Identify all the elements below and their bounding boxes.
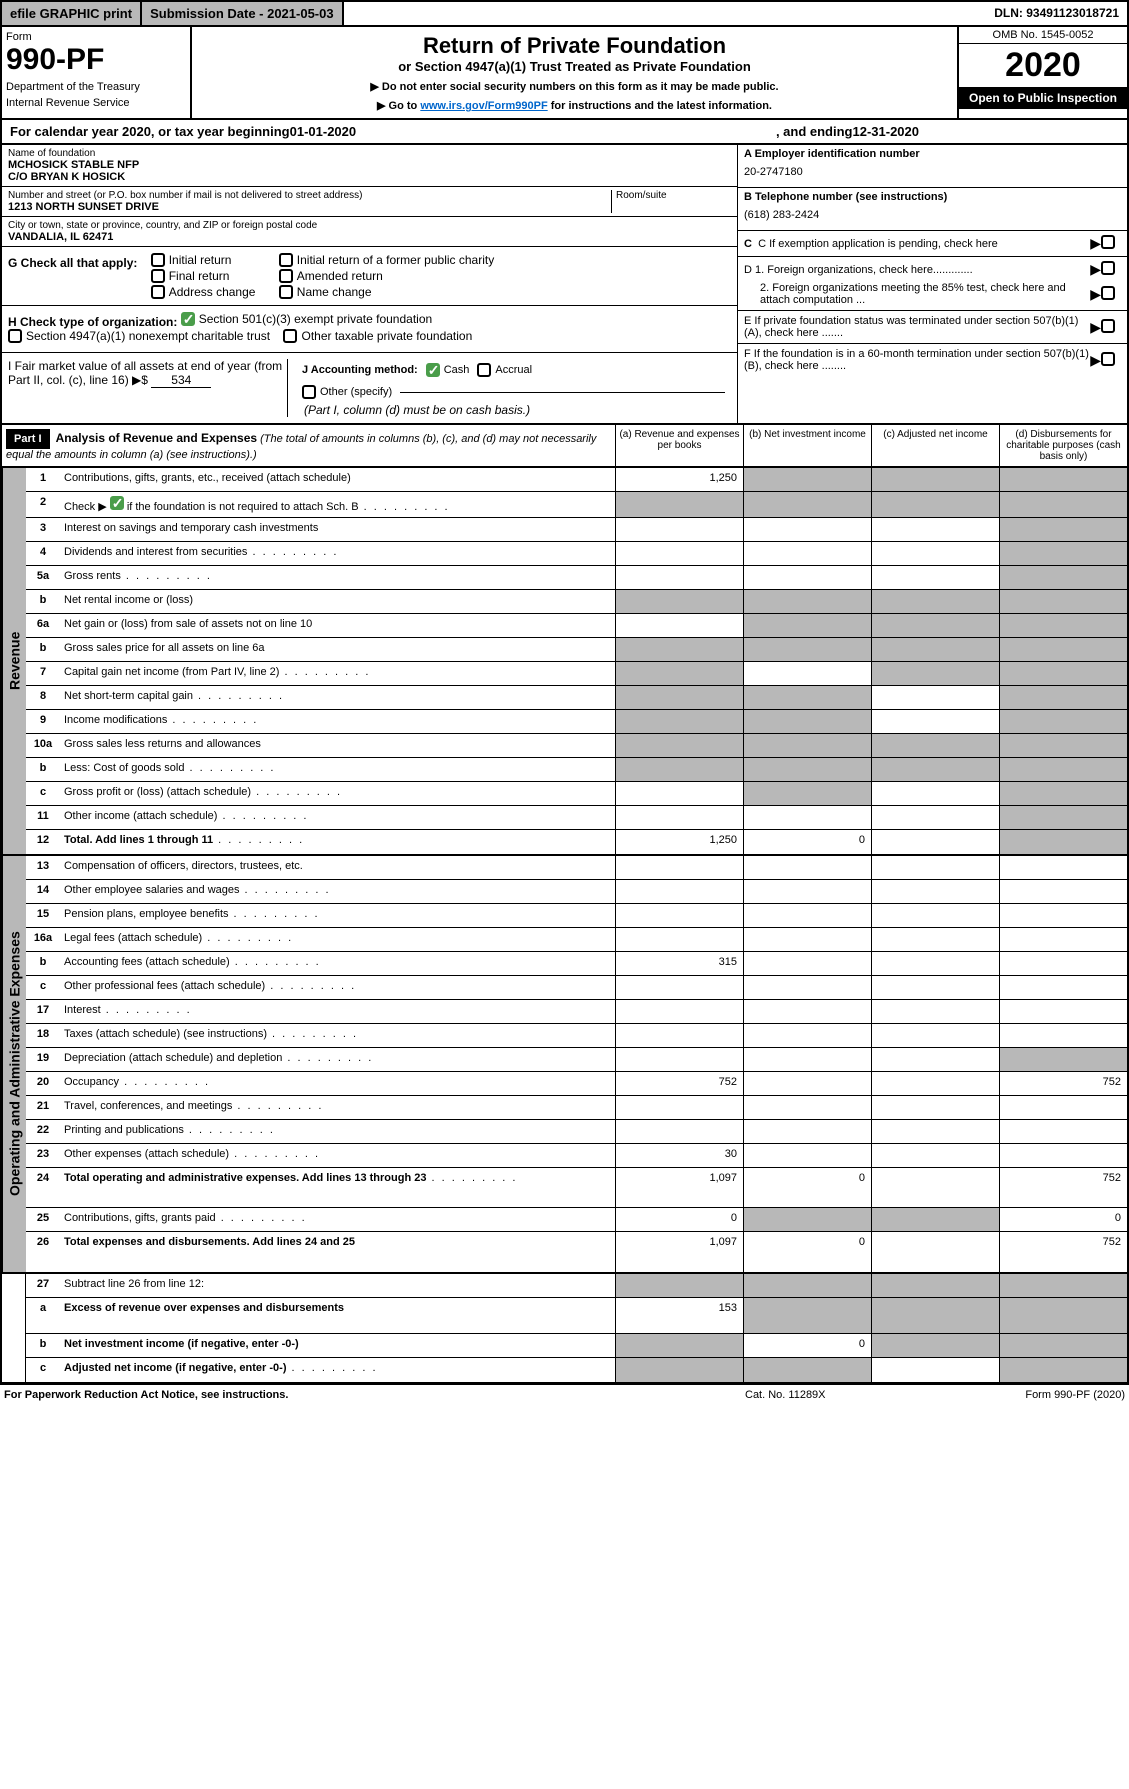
other-taxable-checkbox[interactable] xyxy=(283,329,297,343)
col-c-header: (c) Adjusted net income xyxy=(871,425,999,466)
cat-no: Cat. No. 11289X xyxy=(745,1389,945,1401)
j-note: (Part I, column (d) must be on cash basi… xyxy=(296,403,731,417)
part1-header-row: Part I Analysis of Revenue and Expenses … xyxy=(0,425,1129,468)
revenue-side-label: Revenue xyxy=(2,468,26,854)
footer: For Paperwork Reduction Act Notice, see … xyxy=(0,1384,1129,1405)
paperwork-notice: For Paperwork Reduction Act Notice, see … xyxy=(4,1389,745,1401)
foundation-co: C/O BRYAN K HOSICK xyxy=(8,171,731,183)
other-method-checkbox[interactable] xyxy=(302,385,316,399)
sch-b-checkbox[interactable] xyxy=(110,496,124,510)
fmv-box: I Fair market value of all assets at end… xyxy=(8,359,288,417)
accrual-checkbox[interactable] xyxy=(477,363,491,377)
terminated-checkbox[interactable] xyxy=(1101,319,1115,333)
ein-value: 20-2747180 xyxy=(744,160,1121,184)
exemption-checkbox[interactable] xyxy=(1101,235,1115,249)
form-header: Form 990-PF Department of the Treasury I… xyxy=(0,27,1129,120)
tax-year: 2020 xyxy=(959,44,1127,87)
info-section: Name of foundation MCHOSICK STABLE NFP C… xyxy=(0,145,1129,425)
dln-number: DLN: 93491123018721 xyxy=(986,2,1127,25)
submission-date: Submission Date - 2021-05-03 xyxy=(142,2,344,25)
col-b-header: (b) Net investment income xyxy=(743,425,871,466)
goto-note: ▶ Go to www.irs.gov/Form990PF for instru… xyxy=(198,99,951,112)
phone-box: B Telephone number (see instructions) (6… xyxy=(738,188,1127,231)
d-foreign-box: D 1. Foreign organizations, check here..… xyxy=(738,257,1127,311)
begin-date: 01-01-2020 xyxy=(290,124,357,139)
initial-former-checkbox[interactable] xyxy=(279,253,293,267)
4947-checkbox[interactable] xyxy=(8,329,22,343)
form-subtitle: or Section 4947(a)(1) Trust Treated as P… xyxy=(198,59,951,74)
address-change-checkbox[interactable] xyxy=(151,285,165,299)
amended-return-checkbox[interactable] xyxy=(279,269,293,283)
foreign-org-checkbox[interactable] xyxy=(1101,261,1115,275)
c-exemption-box: C C If exemption application is pending,… xyxy=(738,231,1127,257)
check-g-row: G Check all that apply: Initial return F… xyxy=(2,247,737,306)
name-change-checkbox[interactable] xyxy=(279,285,293,299)
initial-return-checkbox[interactable] xyxy=(151,253,165,267)
city-box: City or town, state or province, country… xyxy=(2,217,737,247)
city-state-zip: VANDALIA, IL 62471 xyxy=(8,231,731,243)
end-date: 12-31-2020 xyxy=(853,124,920,139)
col-d-header: (d) Disbursements for charitable purpose… xyxy=(999,425,1127,466)
calendar-year-row: For calendar year 2020, or tax year begi… xyxy=(0,120,1129,145)
room-label: Room/suite xyxy=(616,190,731,201)
form-ref: Form 990-PF (2020) xyxy=(945,1389,1125,1401)
part1-label: Part I xyxy=(6,429,50,449)
omb-number: OMB No. 1545-0052 xyxy=(959,27,1127,44)
ssn-note: ▶ Do not enter social security numbers o… xyxy=(198,80,951,93)
row-i-j: I Fair market value of all assets at end… xyxy=(2,353,737,423)
ein-box: A Employer identification number 20-2747… xyxy=(738,145,1127,188)
col-a-header: (a) Revenue and expenses per books xyxy=(615,425,743,466)
header-right: OMB No. 1545-0052 2020 Open to Public In… xyxy=(957,27,1127,118)
f-60month-box: F If the foundation is in a 60-month ter… xyxy=(738,344,1127,376)
expenses-side-label: Operating and Administrative Expenses xyxy=(2,856,26,1272)
open-public-badge: Open to Public Inspection xyxy=(959,87,1127,109)
irs-label: Internal Revenue Service xyxy=(6,97,186,109)
header-left: Form 990-PF Department of the Treasury I… xyxy=(2,27,192,118)
60month-checkbox[interactable] xyxy=(1101,352,1115,366)
line27-section: 27Subtract line 26 from line 12: aExcess… xyxy=(0,1274,1129,1384)
expenses-section: Operating and Administrative Expenses 13… xyxy=(0,856,1129,1274)
phone-value: (618) 283-2424 xyxy=(744,203,1121,227)
revenue-section: Revenue 1Contributions, gifts, grants, e… xyxy=(0,468,1129,856)
top-bar: efile GRAPHIC print Submission Date - 20… xyxy=(0,0,1129,27)
final-return-checkbox[interactable] xyxy=(151,269,165,283)
form-title: Return of Private Foundation xyxy=(198,33,951,59)
fmv-value: 534 xyxy=(151,373,211,388)
foundation-name-box: Name of foundation MCHOSICK STABLE NFP C… xyxy=(2,145,737,187)
501c3-checkbox[interactable] xyxy=(181,312,195,326)
foreign-85-checkbox[interactable] xyxy=(1101,286,1115,300)
part1-title: Analysis of Revenue and Expenses xyxy=(56,431,257,445)
efile-print-button[interactable]: efile GRAPHIC print xyxy=(2,2,142,25)
check-h-row: H Check type of organization: Section 50… xyxy=(2,306,737,353)
irs-link[interactable]: www.irs.gov/Form990PF xyxy=(420,100,547,112)
cash-checkbox[interactable] xyxy=(426,363,440,377)
street-address: 1213 NORTH SUNSET DRIVE xyxy=(8,201,611,213)
dept-treasury: Department of the Treasury xyxy=(6,81,186,93)
form-number: 990-PF xyxy=(6,43,186,77)
header-center: Return of Private Foundation or Section … xyxy=(192,27,957,118)
foundation-name: MCHOSICK STABLE NFP xyxy=(8,159,731,171)
address-box: Number and street (or P.O. box number if… xyxy=(2,187,737,217)
e-terminated-box: E If private foundation status was termi… xyxy=(738,311,1127,344)
form-label: Form xyxy=(6,31,186,43)
